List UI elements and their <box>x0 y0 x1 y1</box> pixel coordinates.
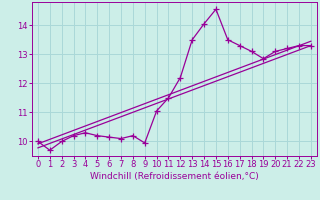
X-axis label: Windchill (Refroidissement éolien,°C): Windchill (Refroidissement éolien,°C) <box>90 172 259 181</box>
